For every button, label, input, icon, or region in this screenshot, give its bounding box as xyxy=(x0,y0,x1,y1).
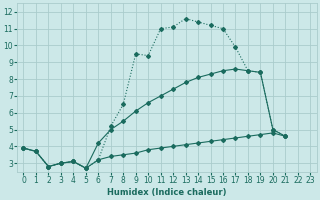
X-axis label: Humidex (Indice chaleur): Humidex (Indice chaleur) xyxy=(107,188,227,197)
